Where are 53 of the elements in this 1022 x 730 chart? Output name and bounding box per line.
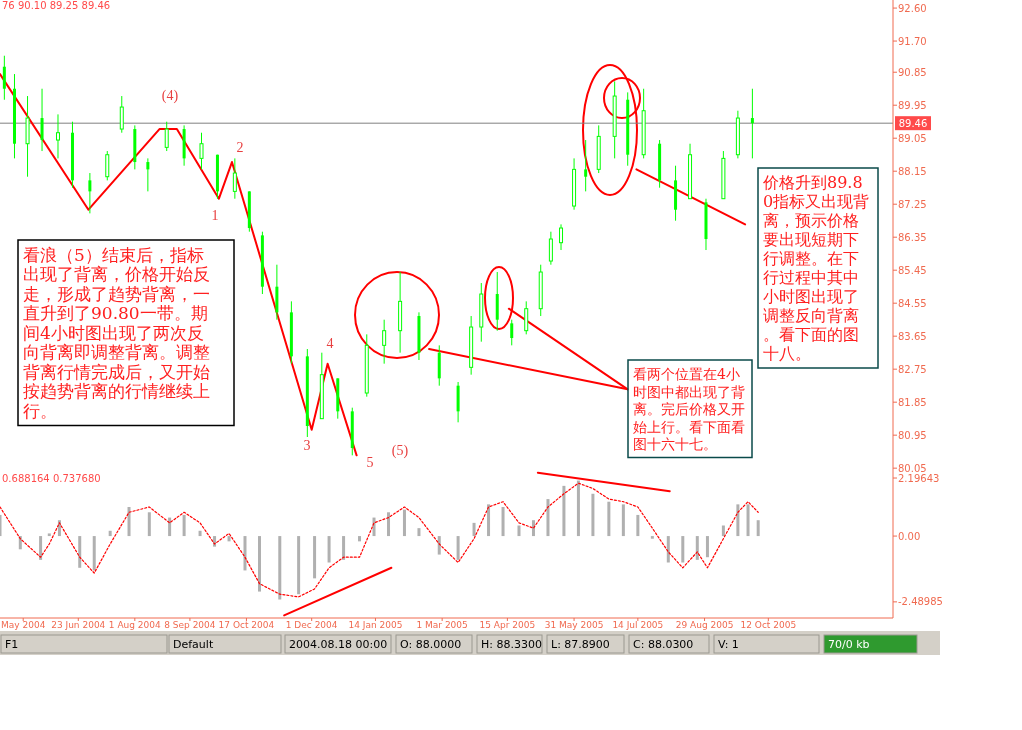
y-tick-label: 88.15	[898, 165, 927, 177]
ref-line-label: 89.46	[898, 117, 928, 129]
y-tick-label: 89.05	[898, 132, 927, 144]
y-tick-label: 92.60	[898, 2, 927, 14]
y-tick-label: 85.45	[898, 264, 927, 276]
y-tick-label: 90.85	[898, 66, 927, 78]
y-tick-label: 86.35	[898, 231, 927, 243]
text: V: 1	[718, 637, 739, 651]
y-tick-label: 81.85	[898, 396, 927, 408]
y-tick-label: 83.65	[898, 330, 927, 342]
x-tick-label: 17 Oct 2004	[218, 620, 275, 630]
x-tick-label: 31 May 2005	[544, 620, 604, 630]
x-tick-label: 1 Mar 2005	[416, 620, 468, 630]
text: 价格升到89.80指标又出现背离，预示价格要出现短期下行调整。在下行过程中其中小时图出现了调整反向背离。看下面的图十八。	[763, 173, 870, 364]
y-tick-label: 87.25	[898, 198, 927, 210]
x-tick-label: 15 Apr 2005	[479, 620, 536, 630]
x-tick-label: May 2004	[1, 620, 46, 630]
annotation: (4)	[161, 87, 179, 104]
x-tick-label: 14 Jan 2005	[348, 620, 403, 630]
annotation: 3	[303, 437, 311, 453]
x-tick-label: 14 Jul 2005	[612, 620, 664, 630]
annotation: 0.688164 0.737680	[2, 473, 101, 484]
x-tick-label: 12 Oct 2005	[740, 620, 797, 630]
x-tick-label: 23 Jun 2004	[51, 620, 106, 630]
text: H: 88.3300	[481, 637, 542, 651]
y-tick-label: 80.95	[898, 429, 927, 441]
x-tick-label: 29 Aug 2005	[675, 620, 734, 630]
annotation: (5)	[391, 442, 409, 459]
annotation: 5	[366, 454, 374, 470]
y-tick-label: 91.70	[898, 35, 927, 47]
annotation: 4	[326, 335, 334, 351]
y-tick-label: 82.75	[898, 363, 927, 375]
annotation: 1	[211, 207, 219, 223]
text: F1	[5, 637, 19, 651]
y-tick-label: 84.55	[898, 297, 927, 309]
x-tick-label: 1 Dec 2004	[285, 620, 338, 630]
text: Default	[173, 637, 214, 651]
text: 2004.08.18 00:00	[289, 637, 388, 651]
y-tick-label: 89.95	[898, 99, 927, 111]
y-tick-label: -2.48985	[898, 596, 943, 608]
y-tick-label: 80.05	[898, 462, 927, 474]
annotation: 76 90.10 89.25 89.46	[2, 0, 111, 11]
text: C: 88.0300	[633, 637, 694, 651]
annotation: 看两个位置在4小时图中都出现了背离。完后价格又开始上行。看下面看图十六十七。	[633, 366, 745, 452]
annotation: 2	[236, 139, 244, 155]
x-tick-label: 1 Aug 2004	[108, 620, 162, 630]
text: L: 87.8900	[551, 637, 610, 651]
text: 70/0 kb	[828, 637, 870, 651]
text: O: 88.0000	[400, 637, 462, 651]
y-tick-label: 0.00	[898, 530, 921, 542]
x-tick-label: 8 Sep 2004	[164, 620, 216, 630]
y-tick-label: 2.19643	[898, 472, 940, 484]
text: 看浪（5）结束后，指标出现了背离，价格开始反走，形成了趋势背离，一直升到了90.80一带。期间4小时图出现了两次反向背离即调整背离。调整背离行情完成后，又开始按趋势背离的行情继续上行。	[23, 244, 210, 421]
